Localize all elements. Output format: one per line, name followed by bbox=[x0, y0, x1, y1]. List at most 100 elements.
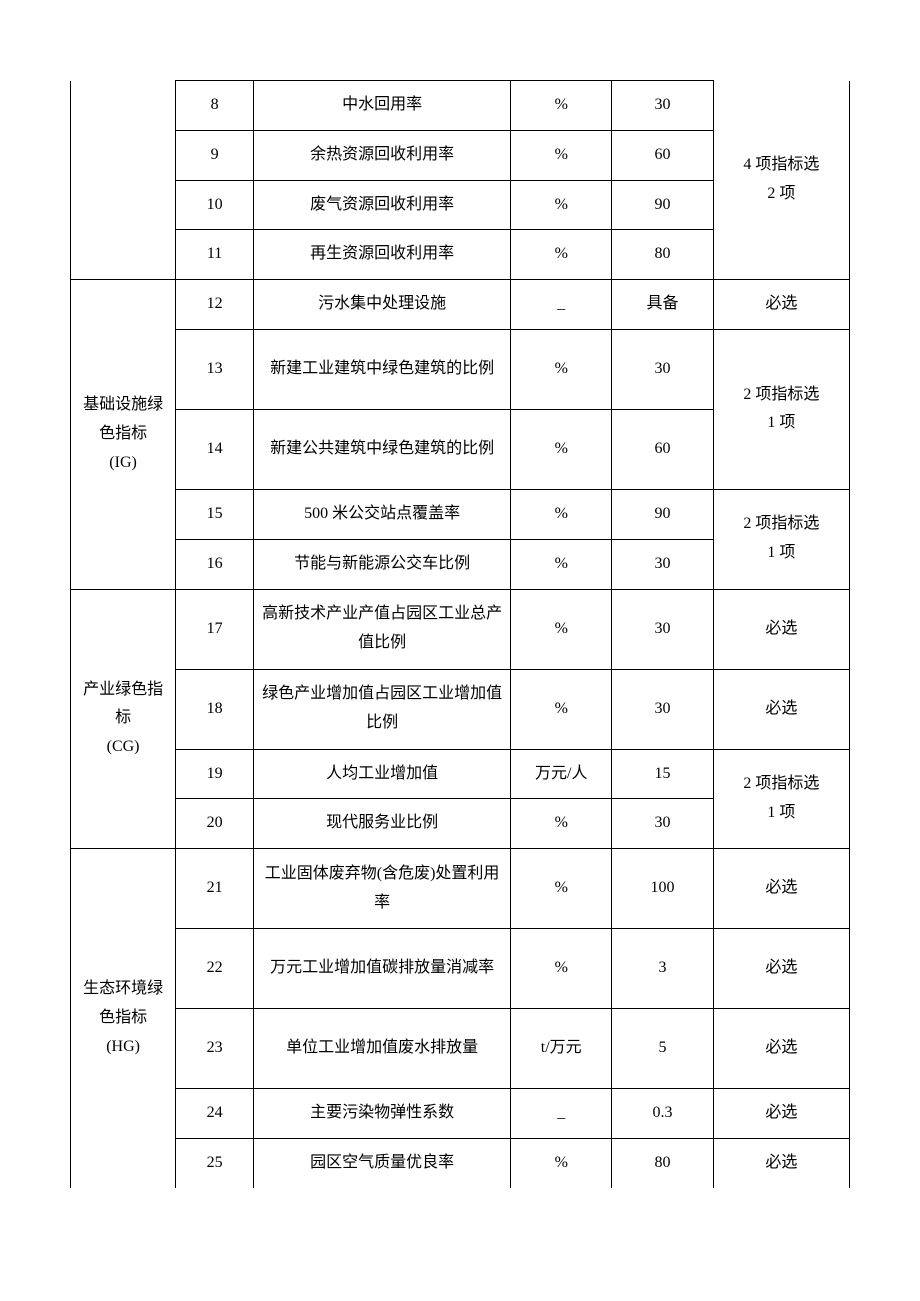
table-row: 8 中水回用率 % 30 4 项指标选 2 项 bbox=[71, 81, 850, 131]
table-row: 产业绿色指 标 (CG) 17 高新技术产业产值占园区工业总产值比例 % 30 … bbox=[71, 589, 850, 669]
indicator-ref: 80 bbox=[612, 1138, 713, 1187]
note-cell: 必选 bbox=[713, 669, 849, 749]
indicator-name: 污水集中处理设施 bbox=[254, 280, 511, 330]
note-cell: 必选 bbox=[713, 929, 849, 1009]
category-line: (CG) bbox=[107, 738, 140, 755]
indicator-ref: 0.3 bbox=[612, 1089, 713, 1139]
row-number: 21 bbox=[176, 849, 254, 929]
indicator-ref: 30 bbox=[612, 799, 713, 849]
note-cell: 4 项指标选 2 项 bbox=[713, 81, 849, 280]
indicator-name: 新建工业建筑中绿色建筑的比例 bbox=[254, 329, 511, 409]
indicator-unit: % bbox=[511, 849, 612, 929]
indicator-unit: % bbox=[511, 1138, 612, 1187]
note-cell: 必选 bbox=[713, 1009, 849, 1089]
row-number: 9 bbox=[176, 130, 254, 180]
indicator-ref: 80 bbox=[612, 230, 713, 280]
category-line: 生态环境绿 bbox=[83, 980, 163, 997]
note-cell: 必选 bbox=[713, 1089, 849, 1139]
table-row: 生态环境绿 色指标 (HG) 21 工业固体废弃物(含危废)处置利用率 % 10… bbox=[71, 849, 850, 929]
indicator-name: 园区空气质量优良率 bbox=[254, 1138, 511, 1187]
indicator-unit: % bbox=[511, 329, 612, 409]
row-number: 12 bbox=[176, 280, 254, 330]
row-number: 18 bbox=[176, 669, 254, 749]
category-cell: 产业绿色指 标 (CG) bbox=[71, 589, 176, 849]
row-number: 11 bbox=[176, 230, 254, 280]
row-number: 23 bbox=[176, 1009, 254, 1089]
note-text-line1: 2 项指标选 bbox=[743, 775, 819, 792]
indicator-ref: 15 bbox=[612, 749, 713, 799]
indicator-unit: % bbox=[511, 130, 612, 180]
indicator-unit: 万元/人 bbox=[511, 749, 612, 799]
row-number: 13 bbox=[176, 329, 254, 409]
indicator-name: 再生资源回收利用率 bbox=[254, 230, 511, 280]
indicator-name: 人均工业增加值 bbox=[254, 749, 511, 799]
indicator-ref: 90 bbox=[612, 180, 713, 230]
row-number: 10 bbox=[176, 180, 254, 230]
indicator-ref: 3 bbox=[612, 929, 713, 1009]
note-text-line1: 2 项指标选 bbox=[743, 515, 819, 532]
indicator-ref: 具备 bbox=[612, 280, 713, 330]
indicator-ref: 30 bbox=[612, 539, 713, 589]
indicator-name: 高新技术产业产值占园区工业总产值比例 bbox=[254, 589, 511, 669]
category-line: 色指标 bbox=[99, 425, 147, 442]
indicator-unit: % bbox=[511, 539, 612, 589]
note-text-line1: 4 项指标选 bbox=[743, 156, 819, 173]
note-cell: 2 项指标选 1 项 bbox=[713, 329, 849, 489]
indicator-name: 工业固体废弃物(含危废)处置利用率 bbox=[254, 849, 511, 929]
row-number: 14 bbox=[176, 409, 254, 489]
category-cell: 基础设施绿 色指标 (IG) bbox=[71, 280, 176, 589]
indicator-name: 余热资源回收利用率 bbox=[254, 130, 511, 180]
table-row: 19 人均工业增加值 万元/人 15 2 项指标选 1 项 bbox=[71, 749, 850, 799]
category-cell: 生态环境绿 色指标 (HG) bbox=[71, 849, 176, 1188]
indicator-ref: 60 bbox=[612, 409, 713, 489]
indicator-ref: 30 bbox=[612, 81, 713, 131]
indicator-unit: _ bbox=[511, 1089, 612, 1139]
category-cell bbox=[71, 81, 176, 280]
indicator-table: 8 中水回用率 % 30 4 项指标选 2 项 9 余热资源回收利用率 % 60… bbox=[70, 80, 850, 1188]
indicator-unit: % bbox=[511, 589, 612, 669]
indicator-ref: 30 bbox=[612, 329, 713, 409]
indicator-name: 500 米公交站点覆盖率 bbox=[254, 489, 511, 539]
category-line: (HG) bbox=[106, 1038, 140, 1055]
indicator-name: 单位工业增加值废水排放量 bbox=[254, 1009, 511, 1089]
category-line: 标 bbox=[115, 709, 131, 726]
note-cell: 2 项指标选 1 项 bbox=[713, 489, 849, 589]
row-number: 8 bbox=[176, 81, 254, 131]
table-row: 15 500 米公交站点覆盖率 % 90 2 项指标选 1 项 bbox=[71, 489, 850, 539]
indicator-name: 废气资源回收利用率 bbox=[254, 180, 511, 230]
note-cell: 必选 bbox=[713, 1138, 849, 1187]
note-text-line2: 1 项 bbox=[767, 544, 795, 561]
table-row: 24 主要污染物弹性系数 _ 0.3 必选 bbox=[71, 1089, 850, 1139]
indicator-name: 主要污染物弹性系数 bbox=[254, 1089, 511, 1139]
indicator-unit: _ bbox=[511, 280, 612, 330]
note-cell: 2 项指标选 1 项 bbox=[713, 749, 849, 849]
row-number: 25 bbox=[176, 1138, 254, 1187]
table-row: 22 万元工业增加值碳排放量消减率 % 3 必选 bbox=[71, 929, 850, 1009]
indicator-name: 万元工业增加值碳排放量消减率 bbox=[254, 929, 511, 1009]
category-line: (IG) bbox=[109, 454, 137, 471]
row-number: 22 bbox=[176, 929, 254, 1009]
indicator-unit: % bbox=[511, 230, 612, 280]
indicator-unit: % bbox=[511, 489, 612, 539]
indicator-unit: % bbox=[511, 799, 612, 849]
note-text-line2: 2 项 bbox=[767, 185, 795, 202]
indicator-name: 中水回用率 bbox=[254, 81, 511, 131]
indicator-unit: % bbox=[511, 929, 612, 1009]
note-cell: 必选 bbox=[713, 280, 849, 330]
indicator-unit: % bbox=[511, 669, 612, 749]
indicator-ref: 90 bbox=[612, 489, 713, 539]
indicator-ref: 100 bbox=[612, 849, 713, 929]
indicator-unit: % bbox=[511, 180, 612, 230]
row-number: 17 bbox=[176, 589, 254, 669]
row-number: 15 bbox=[176, 489, 254, 539]
indicator-ref: 5 bbox=[612, 1009, 713, 1089]
category-line: 产业绿色指 bbox=[83, 681, 163, 698]
row-number: 16 bbox=[176, 539, 254, 589]
table-row: 25 园区空气质量优良率 % 80 必选 bbox=[71, 1138, 850, 1187]
indicator-name: 节能与新能源公交车比例 bbox=[254, 539, 511, 589]
table-row: 23 单位工业增加值废水排放量 t/万元 5 必选 bbox=[71, 1009, 850, 1089]
indicator-name: 现代服务业比例 bbox=[254, 799, 511, 849]
note-cell: 必选 bbox=[713, 849, 849, 929]
table-row: 18 绿色产业增加值占园区工业增加值比例 % 30 必选 bbox=[71, 669, 850, 749]
note-text-line1: 2 项指标选 bbox=[743, 386, 819, 403]
